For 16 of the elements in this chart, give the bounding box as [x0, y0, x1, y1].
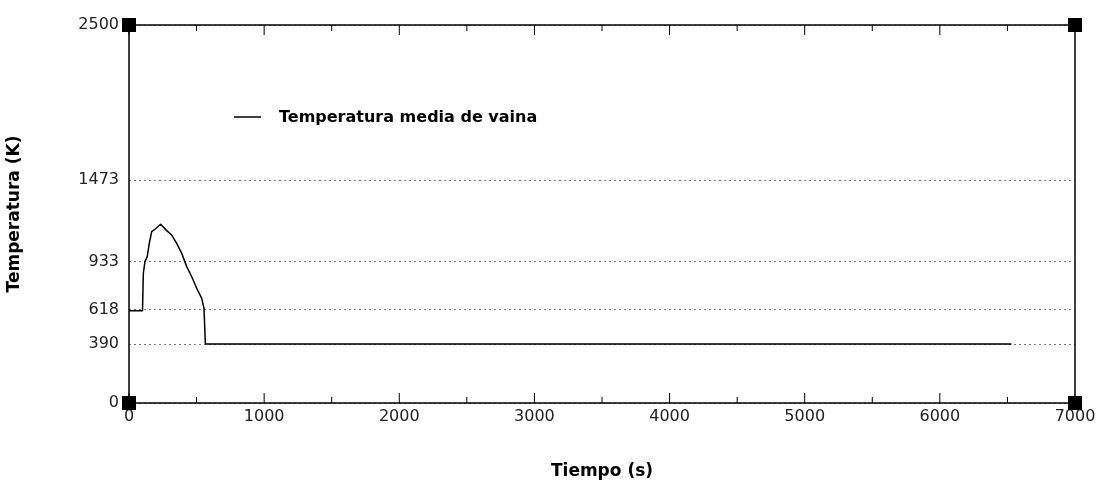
x-tick-label: 7000 [1054, 405, 1096, 425]
x-tick-label: 4000 [649, 405, 690, 425]
x-tick-label: 6000 [919, 405, 961, 425]
x-tick-label: 5000 [784, 405, 826, 425]
legend-label: Temperatura media de vaina [279, 107, 538, 127]
y-axis-title: Temperatura (K) [2, 135, 23, 293]
x-tick-label: 1000 [243, 405, 285, 425]
y-tick-label: 933 [88, 251, 119, 271]
y-tick-label: 2500 [78, 14, 119, 34]
y-tick-label: 618 [88, 298, 119, 318]
y-tick-label: 0 [108, 392, 119, 412]
x-axis-title: Tiempo (s) [550, 460, 654, 481]
y-tick-label: 390 [88, 333, 119, 353]
x-tick-label: 3000 [514, 405, 555, 425]
y-tick-label: 1473 [78, 169, 119, 189]
x-tick-label: 2000 [378, 405, 420, 425]
